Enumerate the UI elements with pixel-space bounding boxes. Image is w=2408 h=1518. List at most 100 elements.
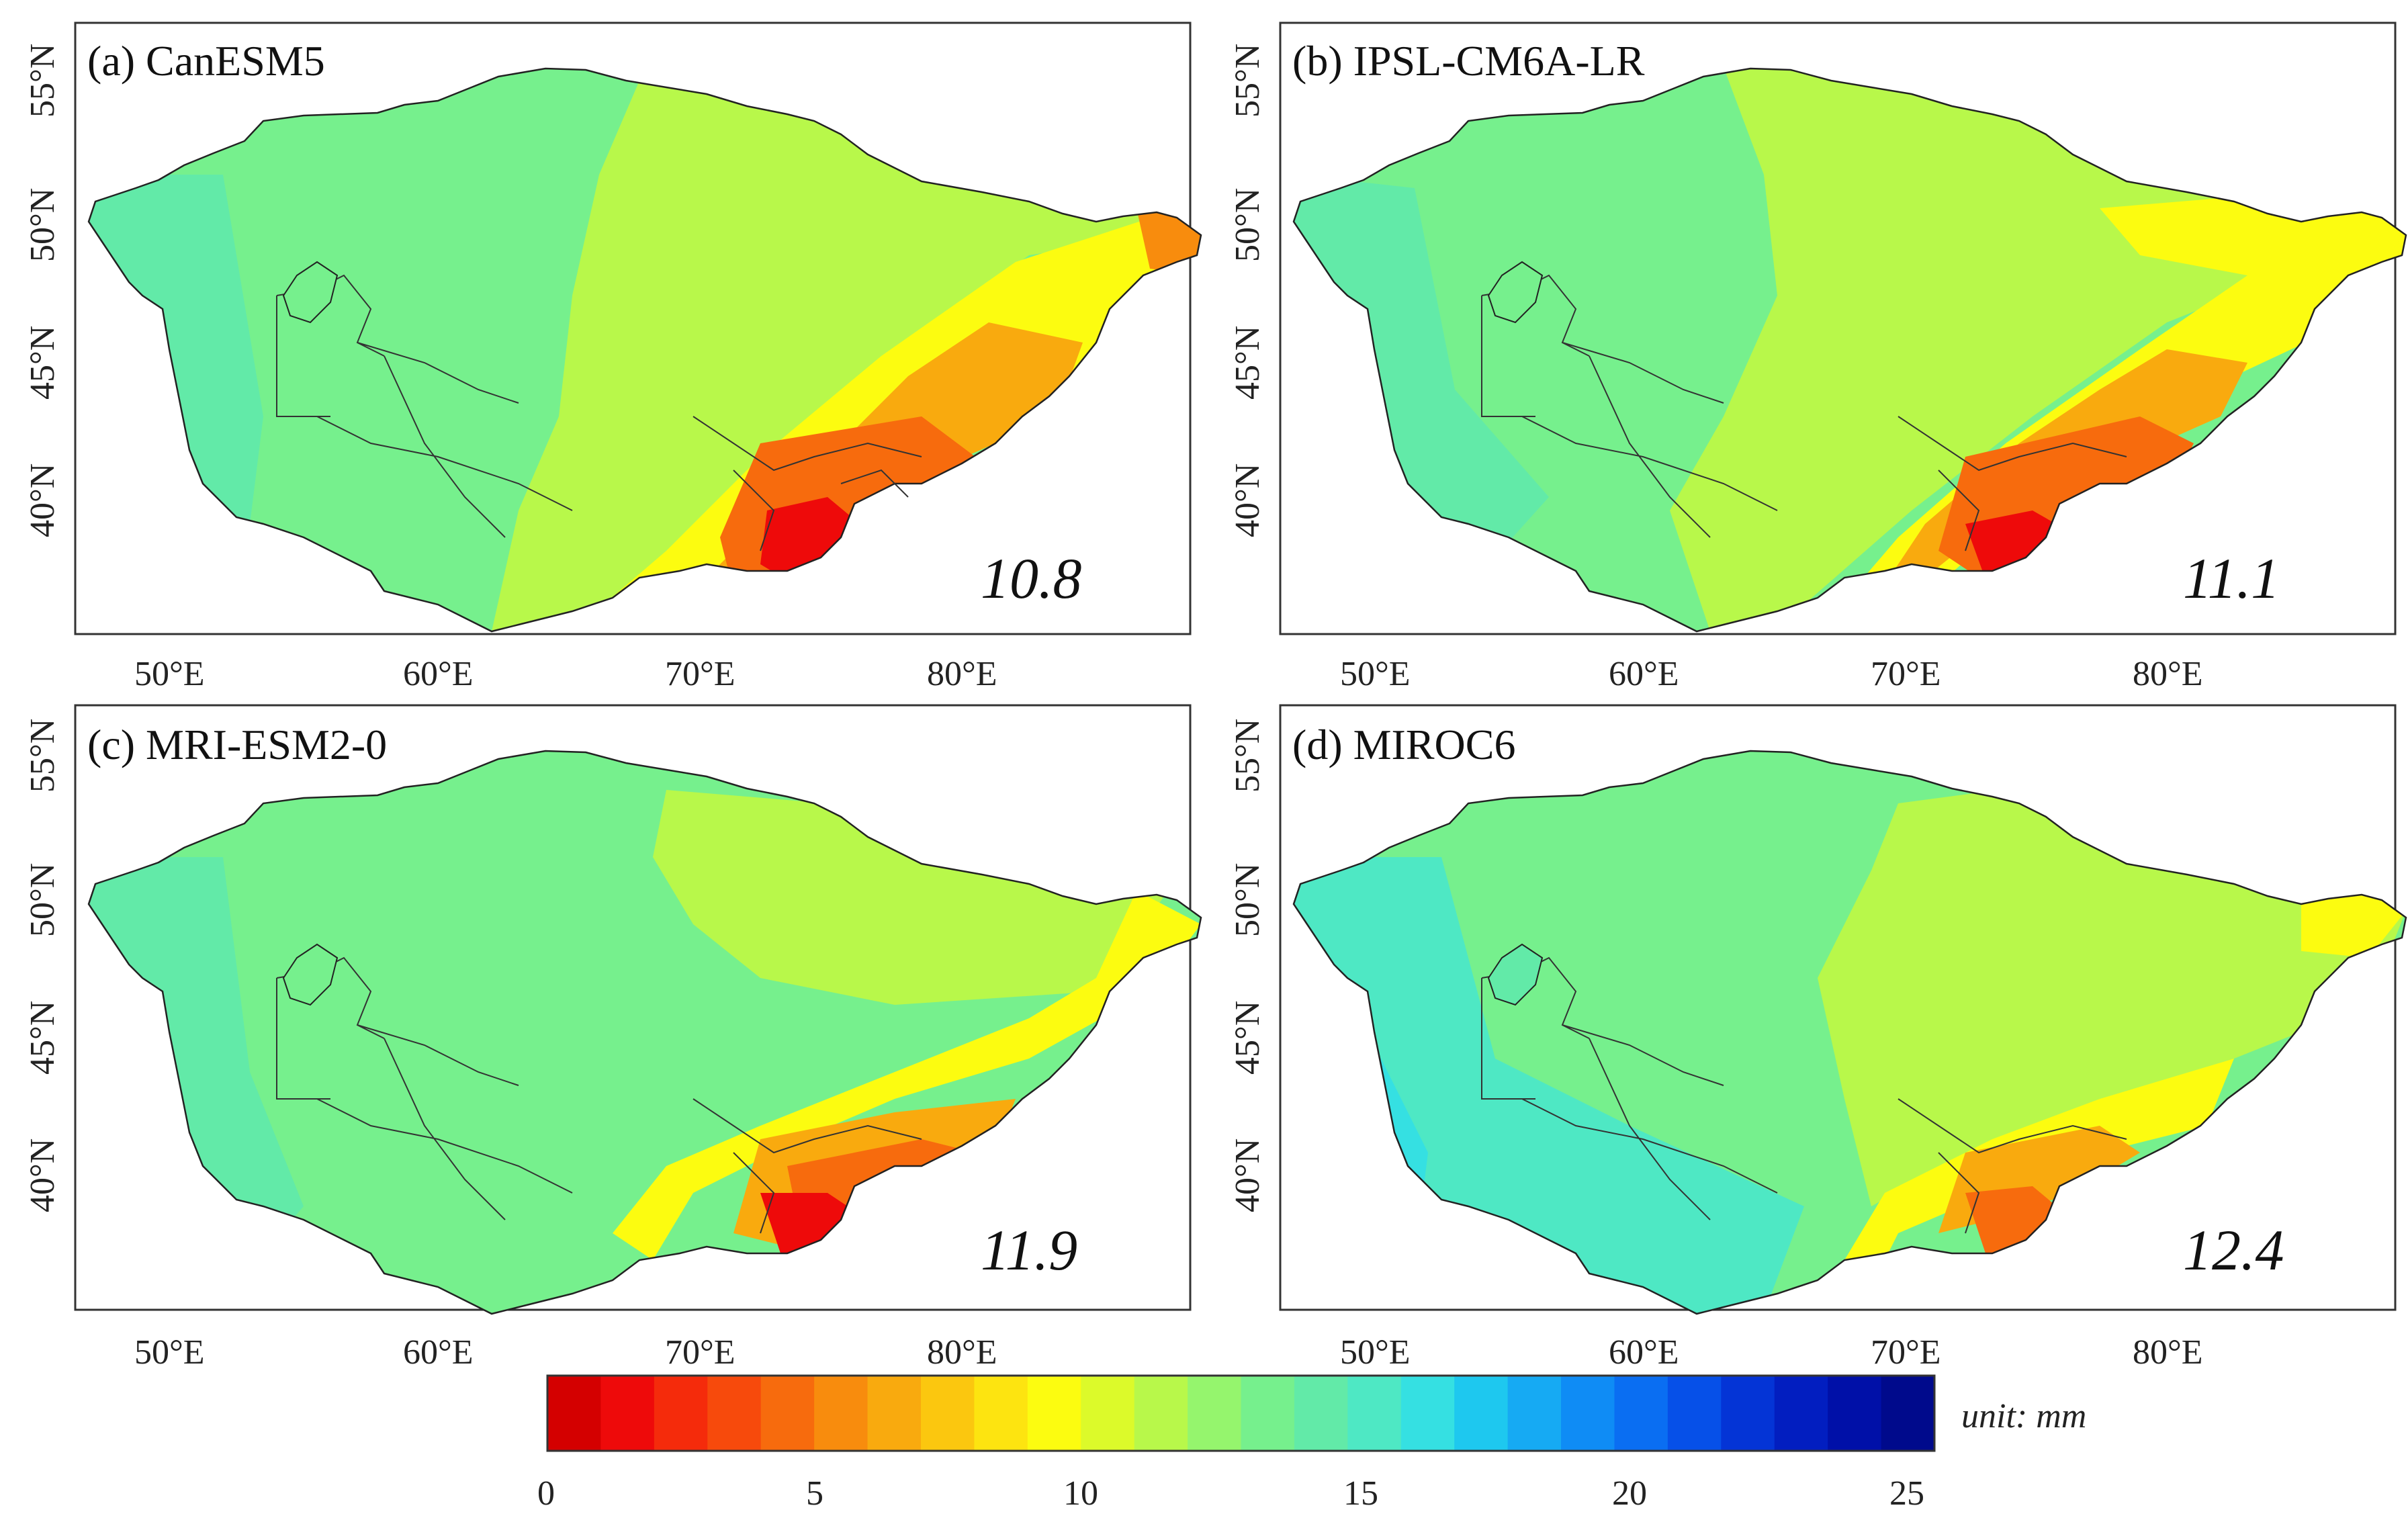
colorbar-tick: 15	[1343, 1474, 1378, 1513]
colorbar: unit: mm 0 5 10 15 20 25	[537, 1374, 2086, 1513]
lat-tick: 45°N	[1229, 326, 1267, 400]
panel-d-lat-ticks: 40°N 45°N 50°N 55°N	[1229, 719, 1267, 1212]
lon-tick: 70°E	[1871, 1333, 1941, 1372]
colorbar-swatch	[1667, 1376, 1722, 1451]
lon-tick: 70°E	[1871, 655, 1941, 693]
colorbar-swatch	[600, 1376, 655, 1451]
colorbar-tick: 10	[1063, 1474, 1098, 1513]
colorbar-swatch	[1294, 1376, 1348, 1451]
panel-d-lon-ticks: 50°E 60°E 70°E 80°E	[1340, 1333, 2203, 1372]
panel-c: (c) MRI-ESM2-0 11.9	[74, 704, 1202, 1315]
panel-a-label: (a) CanESM5	[87, 37, 325, 85]
lat-tick: 40°N	[24, 1138, 62, 1212]
colorbar-swatch	[1241, 1376, 1295, 1451]
colorbar-swatch	[867, 1376, 922, 1451]
colorbar-swatch	[1188, 1376, 1242, 1451]
colorbar-swatches	[547, 1376, 1935, 1451]
panel-a-fill-center-ygreen	[492, 81, 1201, 631]
colorbar-tick: 5	[806, 1474, 823, 1513]
panel-d-label: (d) MIROC6	[1292, 721, 1515, 768]
colorbar-swatch	[1081, 1376, 1135, 1451]
colorbar-tick: 25	[1889, 1474, 1924, 1513]
lat-tick: 55°N	[24, 719, 62, 793]
panel-c-borders	[276, 956, 922, 1234]
lon-tick: 70°E	[665, 1333, 735, 1372]
panel-d-caspian	[1487, 943, 1544, 1006]
panel-a-lat-ticks: 40°N 45°N 50°N 55°N	[24, 44, 62, 537]
colorbar-swatch	[1400, 1376, 1455, 1451]
colorbar-swatch	[1881, 1376, 1935, 1451]
panel-b-lat-ticks: 40°N 45°N 50°N 55°N	[1229, 44, 1267, 537]
lat-tick: 40°N	[1229, 463, 1267, 537]
lat-tick: 45°N	[24, 1001, 62, 1075]
colorbar-swatch	[1134, 1376, 1188, 1451]
colorbar-swatch	[920, 1376, 975, 1451]
lon-tick: 80°E	[2133, 655, 2203, 693]
lon-tick: 60°E	[1609, 655, 1679, 693]
lon-tick: 50°E	[1340, 655, 1411, 693]
lat-tick: 50°N	[24, 188, 62, 262]
panel-a: (a) CanESM5 10.8	[74, 21, 1202, 635]
lat-tick: 45°N	[1229, 1001, 1267, 1075]
colorbar-swatch	[760, 1376, 815, 1451]
panel-c-lon-ticks: 50°E 60°E 70°E 80°E	[134, 1333, 997, 1372]
lat-tick: 55°N	[24, 44, 62, 118]
lon-tick: 80°E	[2133, 1333, 2203, 1372]
panel-a-borders	[276, 274, 922, 551]
panel-b-lon-ticks: 50°E 60°E 70°E 80°E	[1340, 655, 2203, 693]
colorbar-swatch	[1721, 1376, 1775, 1451]
panel-a-caspian	[282, 261, 339, 324]
panel-d: (d) MIROC6 12.4	[1279, 704, 2407, 1315]
colorbar-swatch	[1561, 1376, 1615, 1451]
colorbar-swatch	[974, 1376, 1028, 1451]
panel-b: (b) IPSL-CM6A-LR 11.1	[1279, 21, 2407, 635]
panel-c-label: (c) MRI-ESM2-0	[87, 721, 387, 768]
colorbar-swatch	[1507, 1376, 1562, 1451]
colorbar-swatch	[1614, 1376, 1668, 1451]
lon-tick: 80°E	[927, 1333, 997, 1372]
lat-tick: 50°N	[1229, 863, 1267, 937]
lat-tick: 55°N	[1229, 44, 1267, 118]
lon-tick: 50°E	[134, 655, 205, 693]
panel-c-caspian	[282, 943, 339, 1006]
panel-b-borders	[1481, 274, 2127, 551]
colorbar-swatch	[654, 1376, 708, 1451]
lon-tick: 60°E	[403, 655, 474, 693]
panel-d-borders	[1481, 956, 2127, 1234]
panel-d-value: 12.4	[2183, 1218, 2284, 1282]
lon-tick: 50°E	[134, 1333, 205, 1372]
colorbar-swatch	[707, 1376, 762, 1451]
panel-a-lon-ticks: 50°E 60°E 70°E 80°E	[134, 655, 997, 693]
colorbar-outline	[546, 1374, 1936, 1452]
lat-tick: 45°N	[24, 326, 62, 400]
panel-a-value: 10.8	[981, 546, 1082, 611]
panel-c-fill-center-ygreen	[653, 790, 1163, 1005]
colorbar-swatch	[814, 1376, 868, 1451]
lon-tick: 60°E	[1609, 1333, 1679, 1372]
panel-b-caspian	[1487, 261, 1544, 324]
lat-tick: 40°N	[24, 463, 62, 537]
panel-c-value: 11.9	[981, 1218, 1077, 1282]
colorbar-swatch	[1828, 1376, 1882, 1451]
lat-tick: 55°N	[1229, 719, 1267, 793]
colorbar-swatch	[1027, 1376, 1081, 1451]
panel-b-value: 11.1	[2183, 546, 2280, 611]
colorbar-swatch	[1454, 1376, 1509, 1451]
lat-tick: 50°N	[24, 863, 62, 937]
lon-tick: 80°E	[927, 655, 997, 693]
lon-tick: 50°E	[1340, 1333, 1411, 1372]
colorbar-unit: unit: mm	[1961, 1397, 2086, 1435]
lon-tick: 70°E	[665, 655, 735, 693]
panel-c-fill-yellow	[613, 891, 1201, 1260]
colorbar-swatch	[547, 1376, 602, 1451]
colorbar-tick: 20	[1612, 1474, 1647, 1513]
lat-tick: 50°N	[1229, 188, 1267, 262]
colorbar-tick: 0	[537, 1474, 555, 1513]
panel-b-label: (b) IPSL-CM6A-LR	[1292, 37, 1645, 85]
lat-tick: 40°N	[1229, 1138, 1267, 1212]
panel-c-lat-ticks: 40°N 45°N 50°N 55°N	[24, 719, 62, 1212]
lon-tick: 60°E	[403, 1333, 474, 1372]
colorbar-swatch	[1347, 1376, 1402, 1451]
colorbar-swatch	[1774, 1376, 1828, 1451]
